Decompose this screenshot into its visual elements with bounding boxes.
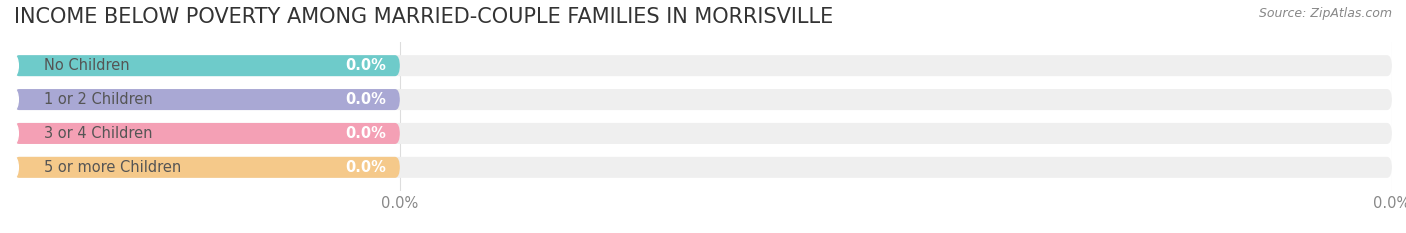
Text: 0.0%: 0.0% xyxy=(346,58,387,73)
FancyBboxPatch shape xyxy=(14,157,399,178)
Text: Source: ZipAtlas.com: Source: ZipAtlas.com xyxy=(1258,7,1392,20)
FancyBboxPatch shape xyxy=(14,123,1392,144)
FancyBboxPatch shape xyxy=(14,89,399,110)
Text: No Children: No Children xyxy=(45,58,129,73)
Text: INCOME BELOW POVERTY AMONG MARRIED-COUPLE FAMILIES IN MORRISVILLE: INCOME BELOW POVERTY AMONG MARRIED-COUPL… xyxy=(14,7,834,27)
FancyBboxPatch shape xyxy=(14,55,399,76)
Circle shape xyxy=(10,123,18,144)
Circle shape xyxy=(10,55,18,76)
FancyBboxPatch shape xyxy=(14,89,1392,110)
Text: 1 or 2 Children: 1 or 2 Children xyxy=(45,92,153,107)
Text: 5 or more Children: 5 or more Children xyxy=(45,160,181,175)
FancyBboxPatch shape xyxy=(14,123,399,144)
FancyBboxPatch shape xyxy=(14,157,1392,178)
Circle shape xyxy=(10,157,18,178)
Circle shape xyxy=(10,89,18,110)
Text: 3 or 4 Children: 3 or 4 Children xyxy=(45,126,153,141)
FancyBboxPatch shape xyxy=(14,55,1392,76)
Text: 0.0%: 0.0% xyxy=(346,92,387,107)
Text: 0.0%: 0.0% xyxy=(346,160,387,175)
Text: 0.0%: 0.0% xyxy=(346,126,387,141)
